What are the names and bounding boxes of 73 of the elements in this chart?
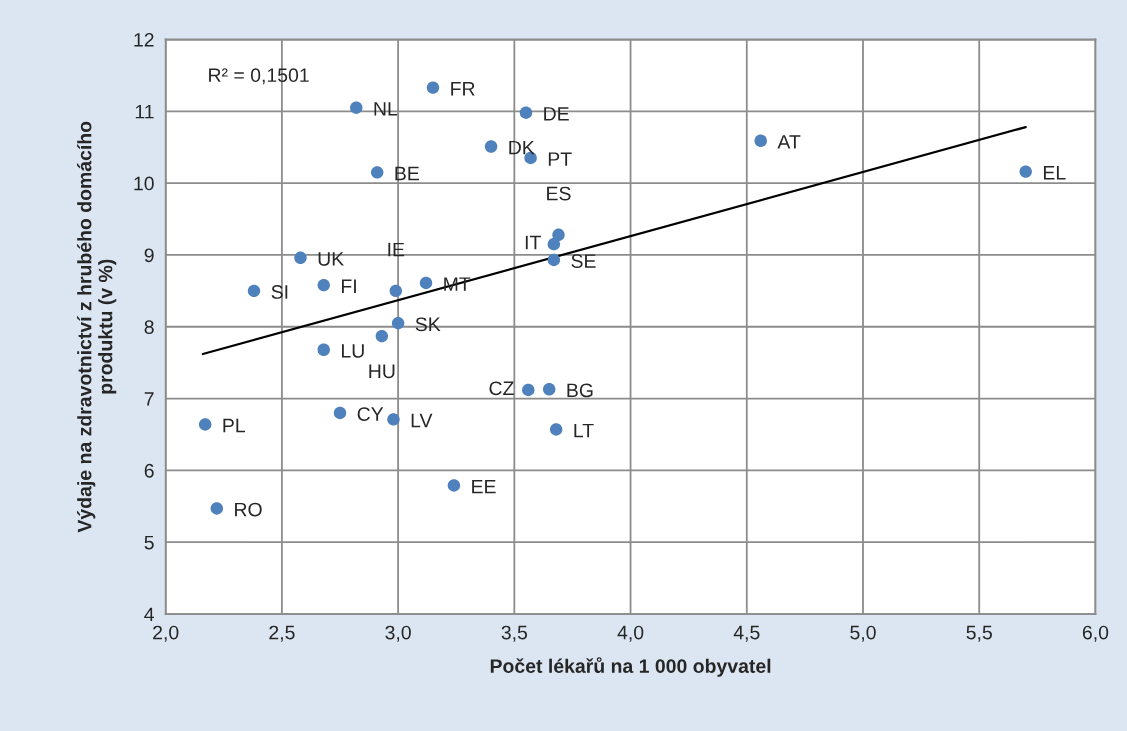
annotation: IT — [525, 235, 541, 250]
x-tick-label: 6,0 — [1082, 625, 1109, 642]
annotation: UK — [318, 252, 344, 266]
point — [542, 383, 556, 396]
point — [375, 329, 389, 343]
annotation: BE — [395, 166, 419, 181]
annotation: IE — [388, 242, 405, 257]
y-tick-label: 5 — [144, 535, 154, 550]
x-tick-label: 4,0 — [617, 625, 644, 642]
point — [317, 278, 330, 292]
annotation: PT — [548, 152, 572, 166]
x-tick-label: 4,5 — [733, 625, 760, 642]
point — [247, 284, 261, 298]
point — [547, 253, 561, 267]
annotation: HU — [369, 364, 395, 379]
point — [370, 166, 384, 179]
annotation: EE — [472, 479, 496, 494]
point — [333, 406, 347, 420]
y-tick-label: 9 — [144, 248, 154, 263]
point — [522, 383, 535, 397]
annotation: DK — [509, 140, 535, 155]
annotation: SE — [571, 254, 596, 268]
annotation: ES — [547, 186, 571, 201]
y-tick-label: 7 — [144, 392, 154, 406]
point — [387, 413, 400, 426]
point — [484, 140, 498, 153]
y-axis-title: Výdaje na zdravotnictví z hrubého domácího produktu (v %) — [77, 121, 117, 533]
annotation: FR — [451, 82, 475, 96]
y-tick-label: 10 — [134, 176, 154, 191]
point — [754, 134, 767, 147]
annotation: R² = 0,1501 — [209, 68, 309, 85]
x-tick-label: 2,5 — [269, 625, 295, 642]
annotation: FI — [341, 279, 356, 293]
annotation: CZ — [489, 381, 514, 396]
x-tick-label: 5,5 — [966, 625, 992, 642]
y-tick-label: 6 — [144, 463, 154, 478]
point — [519, 106, 533, 119]
annotation: NL — [374, 102, 398, 116]
point — [552, 228, 565, 242]
annotation: PL — [223, 418, 245, 433]
annotation: AT — [777, 135, 801, 149]
annotation: RO — [235, 502, 262, 517]
y-tick-label: 4 — [144, 607, 154, 622]
x-tick-label: 3,5 — [501, 625, 528, 642]
x-axis-title: Počet lékařů na 1 000 obyvatel — [490, 657, 771, 677]
point — [419, 276, 433, 290]
annotation: BG — [567, 383, 593, 398]
point — [389, 284, 402, 298]
point — [1019, 165, 1032, 178]
annotation: SK — [415, 317, 441, 332]
annotation: CY — [357, 407, 384, 421]
point — [549, 423, 563, 436]
annotation: LU — [341, 344, 364, 358]
point — [294, 251, 307, 265]
point — [447, 479, 461, 492]
point — [391, 316, 405, 330]
annotation: EL — [1043, 166, 1066, 180]
annotation: LT — [574, 423, 594, 438]
x-tick-label: 5,0 — [850, 625, 876, 642]
point — [547, 237, 561, 251]
x-tick-label: 3,0 — [385, 625, 411, 642]
point — [350, 101, 363, 114]
annotation: DE — [544, 107, 569, 121]
annotation: LV — [411, 413, 433, 428]
point — [426, 81, 440, 94]
y-tick-label: 11 — [135, 104, 154, 119]
x-tick-label: 2,0 — [153, 625, 179, 642]
point — [317, 343, 330, 356]
y-tick-label: 12 — [134, 32, 154, 47]
annotation: SI — [271, 285, 288, 299]
point — [198, 418, 212, 431]
point — [210, 502, 224, 515]
y-tick-label: 8 — [144, 320, 154, 334]
